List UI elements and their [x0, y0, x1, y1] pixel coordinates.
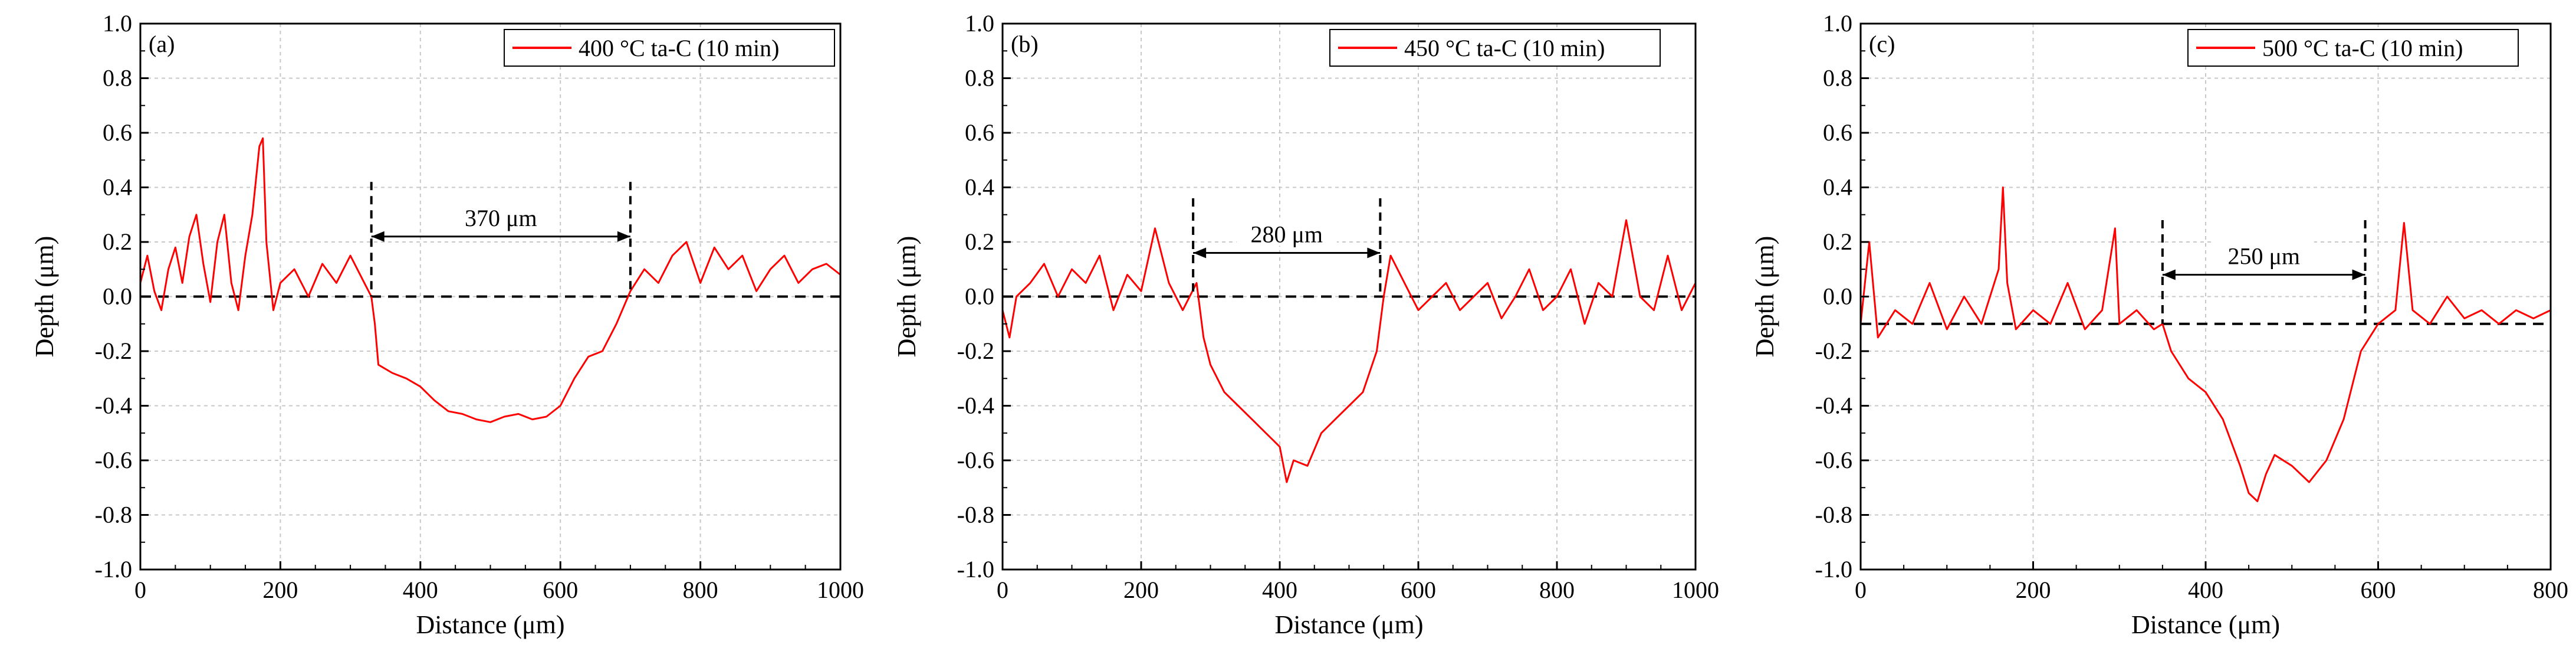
legend: 450 °C ta-C (10 min): [1329, 29, 1661, 67]
y-tick-label: -0.8: [957, 502, 994, 528]
y-tick-label: -0.4: [957, 392, 994, 419]
y-tick-label: 1.0: [1823, 10, 1852, 37]
y-tick-label: 0.2: [103, 228, 132, 255]
x-axis-title: Distance (μm): [1274, 610, 1423, 639]
legend: 500 °C ta-C (10 min): [2187, 29, 2519, 67]
depth-profile-line: [1001, 219, 1697, 483]
y-tick-label: 0.6: [103, 119, 132, 146]
y-tick-label: 0.0: [965, 283, 994, 310]
y-tick-label: -0.6: [95, 447, 132, 473]
wear-width-label: 370 μm: [465, 205, 537, 231]
y-axis-title: Depth (μm): [1750, 236, 1779, 358]
x-tick-label: 1000: [817, 577, 864, 603]
x-tick-label: 200: [262, 577, 298, 603]
wear-width-label: 250 μm: [2227, 243, 2300, 270]
y-tick-label: 0.8: [1823, 65, 1852, 91]
y-tick-label: 0.2: [1823, 228, 1852, 255]
x-axis-title: Distance (μm): [2131, 610, 2280, 639]
x-tick-label: 600: [1401, 577, 1436, 603]
y-tick-label: 0.4: [103, 174, 132, 201]
x-tick-label: 400: [403, 577, 438, 603]
x-tick-label: 0: [1855, 577, 1867, 603]
y-tick-label: -0.4: [1815, 392, 1852, 419]
y-tick-label: 0.4: [1823, 174, 1852, 201]
x-tick-label: 200: [2016, 577, 2051, 603]
y-tick-label: 1.0: [965, 10, 994, 37]
depth-profile-line: [139, 137, 841, 423]
y-axis-title: Depth (μm): [30, 236, 59, 358]
panel-label: (c): [1869, 31, 1895, 57]
panel-label: (b): [1011, 31, 1039, 57]
y-tick-label: -0.4: [95, 392, 132, 419]
x-tick-label: 800: [1539, 577, 1575, 603]
wear-width-label-bg: [1236, 217, 1337, 246]
y-tick-label: -0.2: [957, 338, 994, 364]
arrowhead-right: [617, 231, 630, 242]
wear-width-label: 280 μm: [1250, 221, 1323, 248]
y-tick-label: -0.6: [1815, 447, 1852, 473]
depth-profile-line: [1859, 186, 2551, 502]
y-tick-label: 0.0: [1823, 283, 1852, 310]
panel-label: (a): [149, 31, 175, 57]
y-tick-label: -0.8: [1815, 502, 1852, 528]
y-tick-label: -0.2: [95, 338, 132, 364]
y-tick-label: 0.2: [965, 228, 994, 255]
y-tick-label: 0.8: [103, 65, 132, 91]
x-tick-label: 800: [683, 577, 718, 603]
y-tick-label: -0.8: [95, 502, 132, 528]
x-tick-label: 600: [543, 577, 578, 603]
x-axis-title: Distance (μm): [416, 610, 564, 639]
arrowhead-left: [1193, 247, 1207, 258]
legend-label: 500 °C ta-C (10 min): [2262, 35, 2463, 61]
x-tick-label: 0: [997, 577, 1008, 603]
x-tick-label: 400: [1262, 577, 1297, 603]
y-tick-label: 0.6: [965, 119, 994, 146]
y-tick-label: -1.0: [1815, 556, 1852, 583]
x-tick-label: 400: [2188, 577, 2223, 603]
legend-label: 400 °C ta-C (10 min): [579, 35, 779, 61]
x-tick-label: 0: [134, 577, 146, 603]
legend-label: 450 °C ta-C (10 min): [1404, 35, 1605, 61]
y-tick-label: 0.6: [1823, 119, 1852, 146]
chart-panel-1: 370 μm 0 200 400 600 800 1000 1.0 0.8 0.6 0.4 0.2 0.…: [30, 10, 864, 639]
x-tick-label: 800: [2533, 577, 2568, 603]
wear-width-label-bg: [451, 201, 551, 230]
y-tick-label: -1.0: [95, 556, 132, 583]
y-tick-label: -0.2: [1815, 338, 1852, 364]
x-tick-label: 1000: [1672, 577, 1719, 603]
y-tick-label: -0.6: [957, 447, 994, 473]
y-tick-label: 0.8: [965, 65, 994, 91]
arrowhead-right: [2352, 269, 2365, 280]
legend: 400 °C ta-C (10 min): [504, 29, 835, 67]
y-tick-label: 1.0: [103, 10, 132, 37]
x-tick-label: 200: [1123, 577, 1159, 603]
chart-panel-3: 250 μm 0 200 400 600 800 1.0 0.8 0.6 0.4 0.2 0.0 -0.…: [1750, 10, 2568, 639]
arrowhead-right: [1367, 247, 1381, 258]
chart-panel-2: 280 μm 0 200 400 600 800 1000 1.0 0.8 0.6 0.4 0.2 0.…: [892, 10, 1719, 639]
arrowhead-left: [371, 231, 385, 242]
y-tick-label: -1.0: [957, 556, 994, 583]
x-tick-label: 600: [2361, 577, 2396, 603]
y-tick-label: 0.0: [103, 283, 132, 310]
y-tick-label: 0.4: [965, 174, 994, 201]
wear-width-label-bg: [2213, 239, 2314, 268]
arrowhead-left: [2162, 269, 2176, 280]
y-axis-title: Depth (μm): [892, 236, 921, 358]
